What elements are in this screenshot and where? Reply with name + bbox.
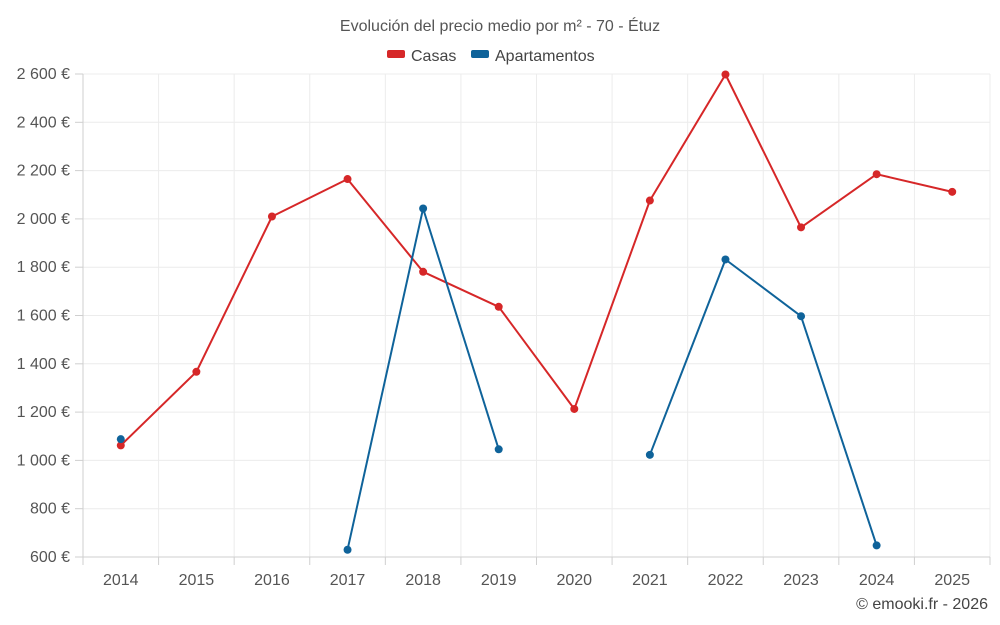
data-point-casas-2023[interactable] — [797, 223, 806, 232]
data-point-apartamentos-2022[interactable] — [721, 255, 730, 264]
legend-swatch-casas — [387, 50, 405, 58]
y-tick-label: 1 000 € — [17, 452, 70, 469]
chart-credit: © emooki.fr - 2026 — [856, 596, 988, 613]
data-point-apartamentos-2024[interactable] — [872, 541, 881, 550]
y-tick-label: 2 000 € — [17, 211, 70, 228]
legend-label-apartamentos: Apartamentos — [495, 48, 595, 65]
data-point-casas-2024[interactable] — [872, 170, 881, 179]
data-point-casas-2021[interactable] — [645, 196, 654, 205]
series-line-casas — [120, 73, 953, 447]
y-tick-label: 600 € — [30, 549, 70, 566]
series-casas — [116, 70, 957, 450]
y-tick-label: 1 600 € — [17, 308, 70, 325]
series-line-apartamentos — [648, 258, 878, 546]
gridlines — [82, 73, 991, 558]
x-tick-label-2023: 2023 — [783, 572, 819, 589]
data-point-casas-2016[interactable] — [267, 212, 276, 221]
series-line-apartamentos — [346, 207, 500, 551]
data-point-casas-2014[interactable] — [116, 441, 125, 450]
data-point-apartamentos-2021[interactable] — [645, 450, 654, 459]
data-point-apartamentos-2017[interactable] — [343, 545, 352, 554]
data-point-casas-2017[interactable] — [343, 175, 352, 184]
legend-item-casas[interactable]: Casas — [387, 48, 456, 65]
chart-title: Evolución del precio medio por m² - 70 -… — [340, 16, 660, 35]
y-tick-label: 1 200 € — [17, 404, 70, 421]
data-point-apartamentos-2014[interactable] — [116, 435, 125, 444]
series-layer — [116, 70, 957, 554]
x-tick-label-2018: 2018 — [405, 572, 441, 589]
legend-item-apartamentos[interactable]: Apartamentos — [471, 48, 595, 65]
x-tick-label-2017: 2017 — [330, 572, 366, 589]
y-tick-label: 2 200 € — [17, 163, 70, 180]
legend-label-casas: Casas — [411, 48, 456, 65]
y-tick-label: 2 600 € — [17, 66, 70, 83]
series-apartamentos — [116, 204, 881, 554]
data-point-casas-2020[interactable] — [570, 404, 579, 413]
x-tick-label-2014: 2014 — [103, 572, 139, 589]
x-tick-label-2024: 2024 — [859, 572, 895, 589]
data-point-apartamentos-2019[interactable] — [494, 445, 503, 454]
data-point-casas-2018[interactable] — [419, 267, 428, 276]
data-point-casas-2019[interactable] — [494, 302, 503, 311]
x-tick-label-2020: 2020 — [556, 572, 592, 589]
x-tick-label-2021: 2021 — [632, 572, 668, 589]
y-tick-label: 2 400 € — [17, 114, 70, 131]
data-point-casas-2015[interactable] — [192, 367, 201, 376]
data-point-casas-2022[interactable] — [721, 70, 730, 79]
x-tick-label-2019: 2019 — [481, 572, 517, 589]
data-point-casas-2025[interactable] — [948, 187, 957, 196]
x-tick-label-2025: 2025 — [934, 572, 970, 589]
x-tick-label-2016: 2016 — [254, 572, 290, 589]
y-tick-label: 1 400 € — [17, 356, 70, 373]
y-axis: 600 € 800 € 1 000 € 1 200 € 1 400 € 1 600 € 1 … — [17, 66, 84, 566]
y-tick-label: 1 800 € — [17, 259, 70, 276]
x-tick-label-2022: 2022 — [708, 572, 744, 589]
legend-swatch-apartamentos — [471, 50, 489, 58]
data-point-apartamentos-2023[interactable] — [797, 312, 806, 321]
x-tick-label-2015: 2015 — [179, 572, 215, 589]
x-axis: 2014 2015 2016 2017 2018 2019 2020 2021 2022 2023… — [82, 556, 991, 589]
y-tick-label: 800 € — [30, 501, 70, 518]
legend[interactable]: Casas Apartamentos — [387, 48, 595, 65]
data-point-apartamentos-2018[interactable] — [419, 204, 428, 213]
